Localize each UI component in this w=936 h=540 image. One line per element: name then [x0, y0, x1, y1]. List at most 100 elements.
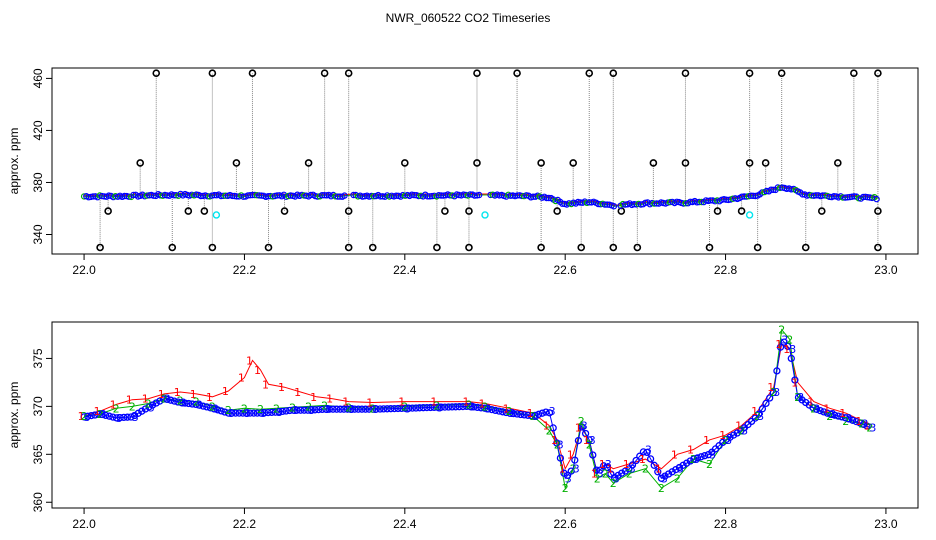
top-outlier-mid-marker	[569, 159, 578, 167]
bottom-series-2-glyph: 2	[209, 400, 216, 413]
bottom-series-1-glyph: 1	[775, 338, 782, 351]
bottom-series-3-circle	[351, 405, 359, 413]
top-outlier-mid-marker	[473, 159, 481, 167]
top-outlier-bottom-marker	[537, 243, 545, 252]
bottom-series-3-circle	[185, 399, 193, 408]
top-baseline-marker	[424, 193, 431, 200]
bottom-series-3-glyph: 3	[308, 404, 315, 417]
bottom-series-3-circle	[167, 396, 175, 404]
top-baseline-marker	[437, 192, 445, 199]
top-outlier-mid-marker	[761, 159, 770, 167]
top-baseline-marker	[693, 199, 701, 206]
bottom-series-2-glyph: 2	[506, 405, 513, 418]
top-baseline-marker	[415, 192, 422, 200]
top-baseline-marker	[808, 192, 815, 199]
top-outlier-high-marker	[681, 69, 690, 78]
top-plot-frame	[51, 67, 919, 255]
top-baseline-marker	[220, 192, 227, 199]
bottom-series-1-glyph: 1	[190, 388, 197, 401]
top-baseline-marker	[89, 193, 97, 200]
top-baseline-marker	[595, 200, 602, 208]
bottom-series-2-glyph: 2	[690, 453, 697, 466]
bottom-series-1-glyph: 1	[126, 394, 133, 407]
bottom-series-1-glyph: 1	[366, 397, 373, 410]
bottom-series-3-circle	[405, 404, 413, 412]
bottom-series-3-circle	[766, 394, 774, 402]
top-baseline-marker	[393, 192, 400, 199]
bottom-series-3-circle	[239, 409, 247, 417]
top-baseline-marker	[321, 191, 328, 199]
bottom-series-3-glyph: 3	[324, 403, 331, 416]
bottom-series-3-glyph: 3	[469, 400, 476, 413]
bottom-series-3-circle	[542, 408, 550, 416]
bottom-series-1-glyph: 1	[158, 388, 165, 401]
bottom-series-3-circle	[506, 409, 514, 417]
bottom-x-tick-label: 22.2	[233, 517, 257, 531]
bottom-series-2-glyph: 2	[345, 401, 352, 414]
bottom-series-1-glyph: 1	[174, 386, 181, 399]
bottom-series-3-circle	[729, 431, 738, 439]
top-baseline-marker	[610, 202, 618, 210]
bottom-series-1-glyph: 1	[591, 468, 598, 481]
bottom-series-3-circle	[776, 343, 785, 351]
bottom-series-3-circle	[91, 411, 99, 419]
bottom-series-2-glyph: 2	[369, 402, 376, 415]
bottom-series-3-circle	[762, 399, 770, 408]
bottom-series-2-glyph: 2	[305, 400, 312, 413]
bottom-series-2-glyph: 2	[161, 393, 168, 406]
bottom-series-3-circle	[589, 451, 597, 459]
bottom-series-3-circle	[618, 469, 626, 477]
bottom-series-3-circle	[603, 463, 611, 472]
bottom-series-3-circle	[102, 411, 110, 420]
bottom-series-3-circle	[495, 407, 503, 415]
bottom-series-1-glyph: 1	[575, 422, 582, 435]
bottom-series-3-glyph: 3	[645, 444, 652, 457]
top-outlier-high-marker	[152, 69, 161, 78]
bottom-series-3-circle	[657, 474, 666, 482]
top-outlier-bottom-marker	[168, 243, 177, 252]
bottom-series-1-glyph: 1	[687, 444, 694, 457]
bottom-series-2-glyph: 2	[866, 422, 873, 435]
top-outlier-low-marker	[104, 207, 112, 215]
bottom-series-3-circle	[610, 473, 619, 482]
bottom-series-3-circle	[625, 465, 633, 473]
top-outlier-bottom-marker	[874, 243, 882, 252]
bottom-series-2-glyph: 2	[570, 463, 577, 476]
bottom-series-3-glyph: 3	[781, 333, 788, 346]
bottom-series-2-glyph: 2	[466, 399, 473, 412]
top-outlier-high-marker	[473, 69, 481, 78]
bottom-series-3-circle	[98, 410, 106, 419]
bottom-series-3-glyph: 3	[573, 463, 580, 476]
top-outlier-mid-marker	[745, 159, 754, 167]
bottom-series-3-circle	[701, 452, 709, 460]
bottom-series-3-glyph: 3	[773, 386, 780, 399]
top-baseline-marker	[211, 191, 218, 199]
bottom-series-3-circle	[80, 413, 88, 421]
bottom-series-3-glyph: 3	[348, 403, 355, 416]
bottom-series-3-circle	[163, 395, 171, 404]
bottom-series-3-circle	[535, 410, 543, 418]
bottom-series-1-glyph: 1	[791, 376, 798, 389]
bottom-series-1-glyph: 1	[551, 434, 558, 447]
top-baseline-marker	[518, 192, 526, 200]
bottom-series-3-glyph: 3	[709, 448, 716, 461]
bottom-series-3-circle	[621, 467, 629, 475]
bottom-series-3-circle	[188, 400, 196, 408]
bottom-series-3-circle	[827, 410, 835, 418]
bottom-series-3-circle	[683, 459, 691, 467]
top-outlier-high-marker	[248, 69, 257, 78]
bottom-series-3-circle	[141, 405, 150, 413]
bottom-series-3-circle	[722, 435, 731, 444]
bottom-series-3-circle	[697, 453, 705, 461]
bottom-series-1-glyph: 1	[110, 399, 117, 412]
top-outlier-high-marker	[850, 69, 858, 78]
bottom-series-3-glyph: 3	[164, 393, 171, 406]
bottom-series-3-glyph: 3	[661, 472, 668, 485]
bottom-series-3-circle	[354, 405, 362, 413]
bottom-series-3-circle	[473, 403, 482, 412]
bottom-series-3-circle	[686, 457, 694, 465]
bottom-series-3-circle	[123, 413, 132, 421]
bottom-series-3-glyph: 3	[629, 463, 636, 476]
bottom-series-1-glyph: 1	[222, 385, 229, 398]
bottom-series-3-circle	[462, 402, 471, 411]
